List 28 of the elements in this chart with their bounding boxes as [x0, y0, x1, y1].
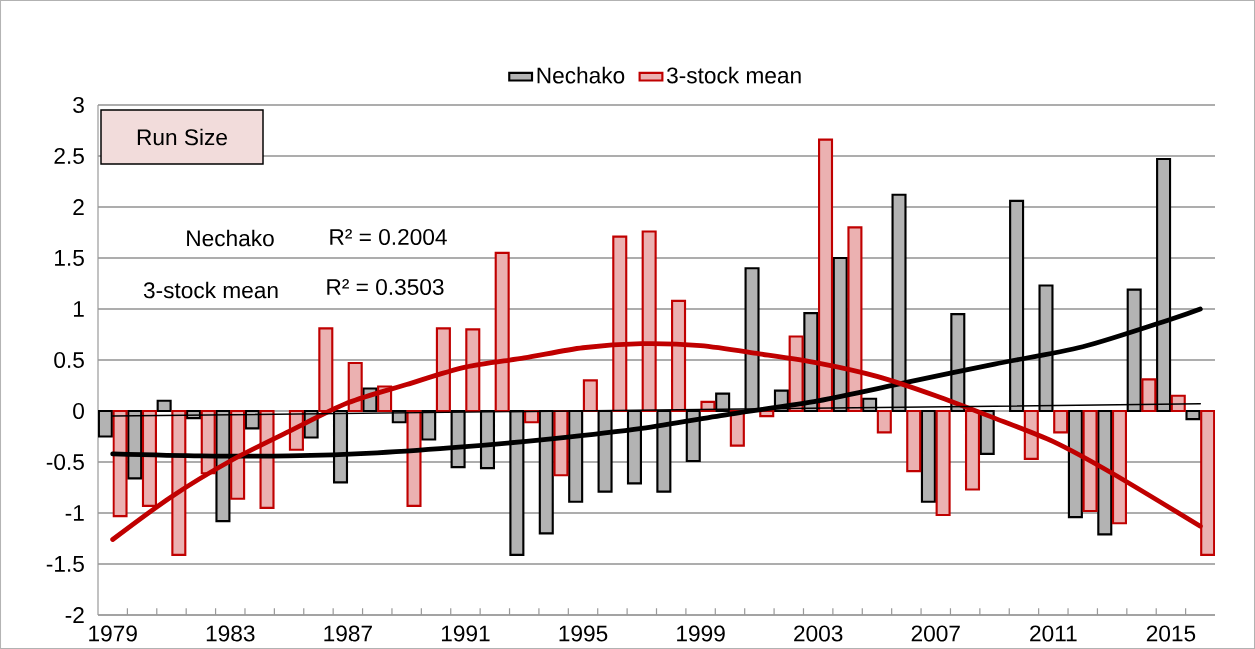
annotation: 3-stock mean: [143, 281, 278, 299]
x-tick-label: 2011: [1030, 625, 1077, 642]
y-tick-label: 1: [73, 301, 84, 317]
y-tick-label: 0.5: [54, 351, 84, 369]
annotation: R² = 0.2004: [330, 228, 447, 246]
x-tick-label: 1999: [677, 625, 725, 642]
y-tick-label: 2.5: [54, 147, 84, 165]
annotation: R² = 0.3503: [327, 278, 444, 296]
x-tick-label: 2007: [911, 625, 960, 642]
y-tick-label: -0.5: [46, 453, 84, 471]
x-tick-label: 1991: [441, 625, 490, 642]
x-tick-label: 1995: [559, 625, 608, 642]
y-tick-label: -1: [65, 505, 84, 521]
annotation: Nechako: [187, 229, 274, 247]
y-tick-label: 1.5: [55, 250, 84, 266]
x-tick-label: 1979: [89, 625, 137, 642]
y-tick-label: 3: [73, 96, 84, 114]
x-tick-label: 1983: [206, 625, 255, 642]
x-tick-label: 2003: [794, 625, 843, 642]
x-tick-label: 1987: [324, 625, 372, 642]
legend-label: Nechako: [537, 66, 625, 84]
y-tick-label: 2: [73, 199, 84, 215]
y-tick-label: -2: [65, 607, 84, 623]
y-tick-label: -1.5: [46, 556, 84, 572]
x-tick-label: 2015: [1146, 625, 1196, 642]
annotation: Run Size: [137, 128, 227, 146]
legend-label: 3-stock mean: [666, 66, 801, 84]
y-tick-label: 0: [73, 402, 84, 420]
